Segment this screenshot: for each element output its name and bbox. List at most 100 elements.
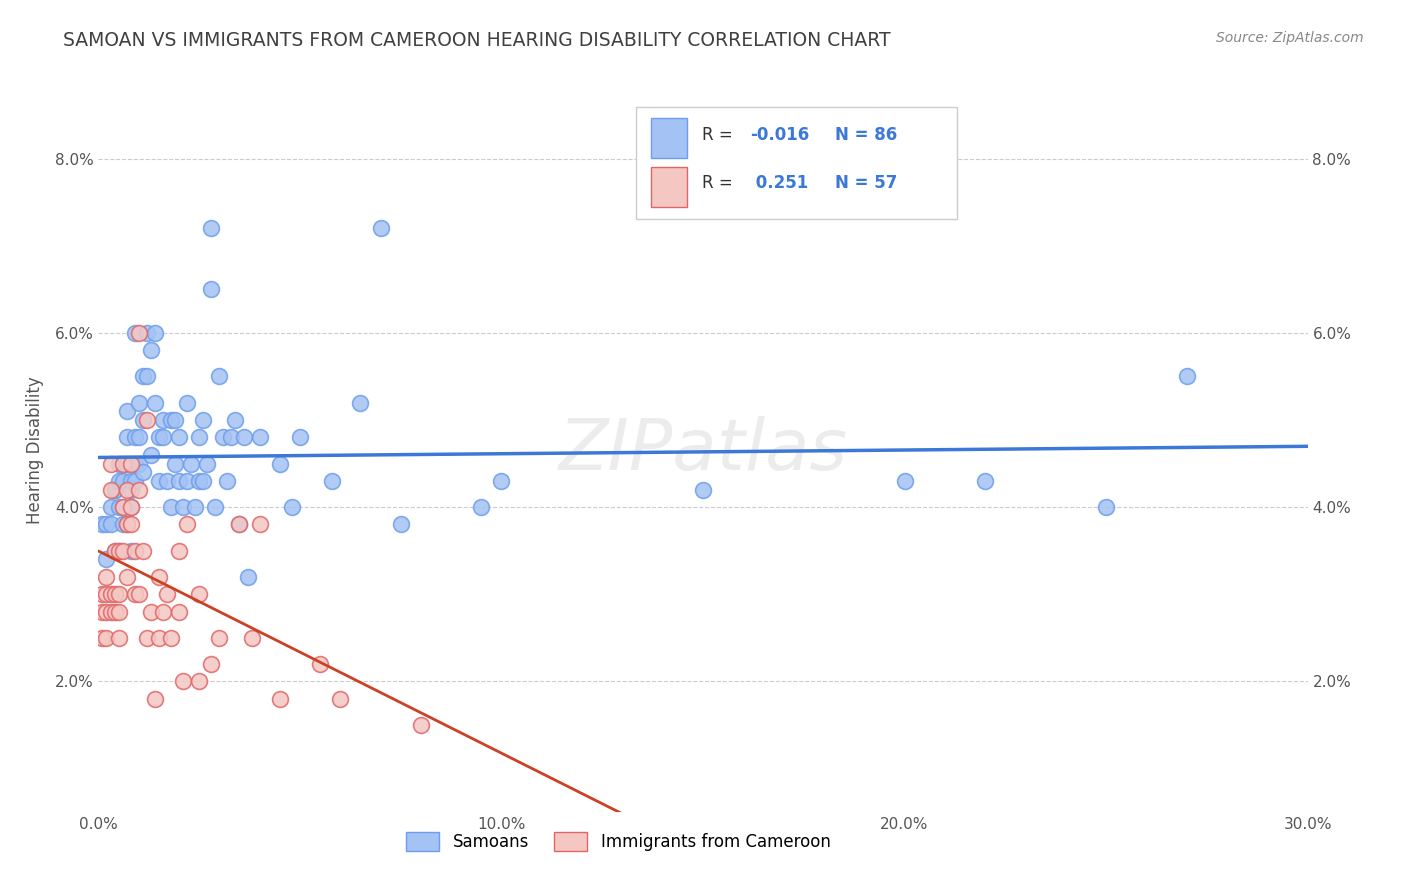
Point <box>103 543 125 558</box>
Point <box>107 500 129 514</box>
Point <box>128 483 150 497</box>
Point <box>120 483 142 497</box>
Point <box>224 413 246 427</box>
Text: ZIPatlas: ZIPatlas <box>558 416 848 485</box>
FancyBboxPatch shape <box>651 119 688 158</box>
Point <box>96 605 118 619</box>
Point <box>195 457 218 471</box>
Y-axis label: Hearing Disability: Hearing Disability <box>25 376 44 524</box>
Point <box>160 500 183 514</box>
Point <box>120 500 142 514</box>
Point <box>124 587 146 601</box>
Point <box>132 543 155 558</box>
Point <box>188 674 211 689</box>
Legend: Samoans, Immigrants from Cameroon: Samoans, Immigrants from Cameroon <box>399 825 838 857</box>
Point <box>240 631 263 645</box>
FancyBboxPatch shape <box>637 107 957 219</box>
Point <box>167 474 190 488</box>
Text: 0.251: 0.251 <box>751 174 808 192</box>
Point <box>103 543 125 558</box>
Point <box>160 631 183 645</box>
Point <box>152 430 174 444</box>
Point <box>107 457 129 471</box>
Point <box>91 517 114 532</box>
Point <box>188 430 211 444</box>
Point <box>124 543 146 558</box>
Point <box>269 457 291 471</box>
Point <box>148 570 170 584</box>
Point <box>135 326 157 340</box>
Point <box>111 474 134 488</box>
Text: N = 57: N = 57 <box>835 174 897 192</box>
Point <box>167 605 190 619</box>
Point <box>96 587 118 601</box>
Point <box>132 369 155 384</box>
Point <box>115 517 138 532</box>
Point <box>152 413 174 427</box>
Point <box>111 500 134 514</box>
Text: R =: R = <box>702 126 738 144</box>
Point <box>288 430 311 444</box>
Point <box>103 605 125 619</box>
Point <box>974 474 997 488</box>
Point <box>221 430 243 444</box>
Point <box>491 474 513 488</box>
Point <box>128 457 150 471</box>
Point <box>139 448 162 462</box>
Point <box>208 631 231 645</box>
Point <box>692 483 714 497</box>
Point <box>212 430 235 444</box>
Point <box>249 517 271 532</box>
Point <box>389 517 412 532</box>
Point <box>193 413 215 427</box>
Point <box>236 570 259 584</box>
Text: R =: R = <box>702 174 738 192</box>
Point <box>208 369 231 384</box>
Point <box>228 517 250 532</box>
Point <box>148 631 170 645</box>
Point <box>204 500 226 514</box>
Point <box>100 457 122 471</box>
Point <box>1095 500 1118 514</box>
Point <box>148 474 170 488</box>
Point <box>120 500 142 514</box>
Point <box>269 691 291 706</box>
Point <box>217 474 239 488</box>
Point <box>128 395 150 409</box>
Point <box>281 500 304 514</box>
Point <box>132 413 155 427</box>
Point <box>96 552 118 566</box>
Point <box>115 483 138 497</box>
Point <box>135 413 157 427</box>
Point <box>163 413 186 427</box>
Point <box>156 587 179 601</box>
Point <box>115 457 138 471</box>
Point <box>128 430 150 444</box>
Point <box>143 326 166 340</box>
Point <box>176 395 198 409</box>
Point <box>107 631 129 645</box>
Point <box>893 474 915 488</box>
Point <box>115 430 138 444</box>
Point <box>120 543 142 558</box>
Point <box>143 395 166 409</box>
Text: -0.016: -0.016 <box>751 126 810 144</box>
Point <box>107 543 129 558</box>
Point <box>200 221 222 235</box>
Point <box>184 500 207 514</box>
Point <box>172 674 194 689</box>
Point <box>148 430 170 444</box>
Point <box>124 430 146 444</box>
Point <box>156 474 179 488</box>
Point <box>329 691 352 706</box>
Point <box>100 517 122 532</box>
Point <box>124 326 146 340</box>
Point <box>349 395 371 409</box>
Point <box>115 404 138 418</box>
Point <box>176 517 198 532</box>
Point <box>115 517 138 532</box>
Point <box>152 605 174 619</box>
Point <box>96 570 118 584</box>
Point <box>107 474 129 488</box>
Point <box>167 543 190 558</box>
